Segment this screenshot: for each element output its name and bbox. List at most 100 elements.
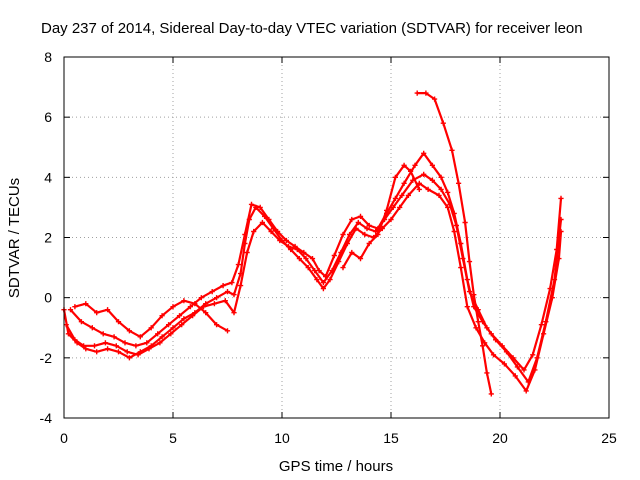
series-line — [62, 182, 563, 392]
data-point — [445, 189, 451, 195]
x-tick-label: 20 — [492, 430, 508, 446]
data-point — [501, 361, 507, 367]
data-point — [316, 268, 322, 274]
series-line — [341, 164, 421, 269]
data-point — [198, 295, 204, 301]
series-track-b — [67, 150, 564, 373]
data-point — [392, 174, 398, 180]
data-point — [67, 307, 74, 313]
data-point — [242, 231, 248, 238]
data-point — [543, 319, 549, 325]
series-layer — [61, 90, 564, 397]
series-track-a — [61, 180, 564, 394]
data-point — [257, 204, 263, 210]
data-point — [251, 228, 257, 235]
data-point — [464, 304, 470, 310]
data-point — [414, 90, 420, 96]
y-tick-label: 8 — [44, 49, 52, 65]
data-point — [113, 343, 119, 349]
data-point — [294, 246, 300, 253]
data-point — [124, 349, 130, 355]
data-point — [466, 289, 473, 295]
data-point — [438, 186, 444, 192]
data-point — [238, 283, 244, 289]
data-point — [416, 186, 422, 192]
data-point — [447, 201, 453, 207]
data-point — [484, 325, 490, 331]
data-point — [314, 277, 320, 283]
axis-ticks — [63, 56, 610, 419]
data-point — [235, 262, 241, 268]
data-point — [445, 204, 451, 210]
data-point — [331, 252, 337, 259]
data-point — [170, 325, 176, 331]
data-point — [453, 222, 459, 229]
data-point — [436, 192, 442, 198]
data-point — [401, 180, 407, 186]
data-point — [231, 310, 237, 316]
data-point — [397, 204, 403, 210]
data-point — [327, 277, 333, 283]
data-point — [488, 391, 494, 397]
data-point — [493, 337, 499, 343]
data-point — [83, 301, 89, 307]
data-point — [91, 343, 98, 349]
data-point — [405, 192, 411, 198]
data-point — [357, 256, 364, 262]
data-point — [475, 319, 481, 325]
data-point — [133, 343, 139, 349]
data-point — [190, 313, 196, 319]
data-point — [94, 310, 100, 316]
data-point — [466, 259, 473, 265]
data-point — [390, 204, 396, 210]
data-point — [408, 168, 414, 174]
data-point — [320, 286, 326, 292]
data-point — [440, 120, 446, 126]
data-point — [81, 343, 87, 349]
data-point — [111, 334, 117, 340]
y-tick-label: -2 — [40, 350, 53, 366]
data-point — [412, 162, 418, 168]
data-point — [423, 90, 429, 96]
data-point — [521, 367, 527, 373]
data-point — [222, 298, 228, 304]
data-point — [347, 231, 353, 238]
data-point — [503, 349, 510, 355]
data-point — [305, 265, 311, 271]
series-track-d — [414, 90, 494, 397]
data-point — [203, 310, 209, 316]
data-point — [525, 379, 531, 385]
data-point — [224, 289, 231, 295]
data-point — [538, 322, 544, 328]
data-point — [480, 343, 486, 349]
series-track-c — [63, 171, 564, 385]
x-axis-label: GPS time / hours — [279, 458, 393, 475]
data-point — [309, 256, 316, 262]
data-point — [373, 228, 379, 235]
data-point — [451, 228, 457, 235]
data-point — [558, 195, 564, 201]
data-point — [105, 346, 111, 352]
data-point — [329, 268, 335, 274]
grid-lines — [64, 57, 609, 418]
data-point — [166, 322, 172, 328]
x-tick-label: 15 — [383, 430, 399, 446]
data-point — [285, 243, 292, 250]
data-point — [421, 171, 427, 177]
data-point — [259, 219, 265, 226]
data-point — [357, 213, 364, 219]
data-point — [148, 325, 154, 331]
data-point — [214, 295, 220, 301]
data-point — [471, 292, 477, 298]
data-point — [530, 352, 536, 358]
data-point — [187, 304, 193, 310]
data-point — [349, 249, 355, 256]
data-point — [523, 388, 529, 394]
data-point — [181, 298, 187, 304]
data-point — [102, 340, 108, 346]
data-point — [484, 370, 490, 376]
y-tick-label: 2 — [44, 230, 52, 246]
data-point — [224, 328, 231, 334]
data-point — [296, 256, 302, 262]
data-point — [115, 349, 122, 355]
